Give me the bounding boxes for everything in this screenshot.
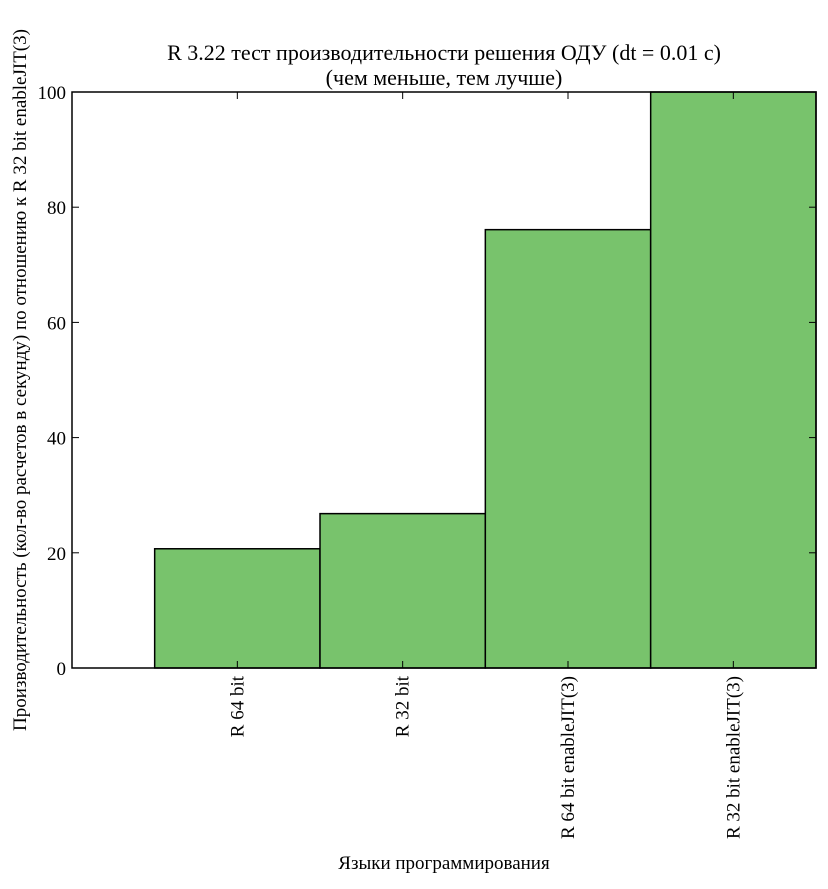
- x-tick-label: R 64 bit: [227, 675, 248, 737]
- x-tick-label: R 32 bit: [393, 675, 414, 737]
- y-tick-label: 20: [47, 544, 66, 565]
- y-axis-label: Производительность (кол-во расчетов в се…: [10, 29, 31, 731]
- bar-1: [319, 512, 487, 669]
- bar-2: [484, 228, 652, 669]
- bar-3: [649, 91, 817, 669]
- chart-subtitle: (чем меньше, тем лучше): [326, 65, 563, 90]
- x-axis-label: Языки программирования: [338, 853, 550, 874]
- x-tick-label: R 64 bit enableJIT(3): [558, 676, 579, 839]
- plot-frame: [71, 91, 817, 669]
- chart-title: R 3.22 тест производительности решения О…: [167, 40, 721, 65]
- bar-0: [153, 548, 321, 669]
- y-tick-label: 80: [47, 198, 66, 219]
- x-tick-label: R 32 bit enableJIT(3): [723, 676, 744, 839]
- ticks-group: 0 20 40 60 80 100 R 64 bit R 32 bit R 64 bit ena…: [38, 83, 816, 839]
- y-tick-label: 60: [47, 313, 66, 334]
- bars-group: [153, 91, 817, 669]
- y-tick-label: 0: [57, 659, 67, 680]
- y-tick-label: 40: [47, 429, 66, 450]
- y-tick-label: 100: [38, 83, 67, 104]
